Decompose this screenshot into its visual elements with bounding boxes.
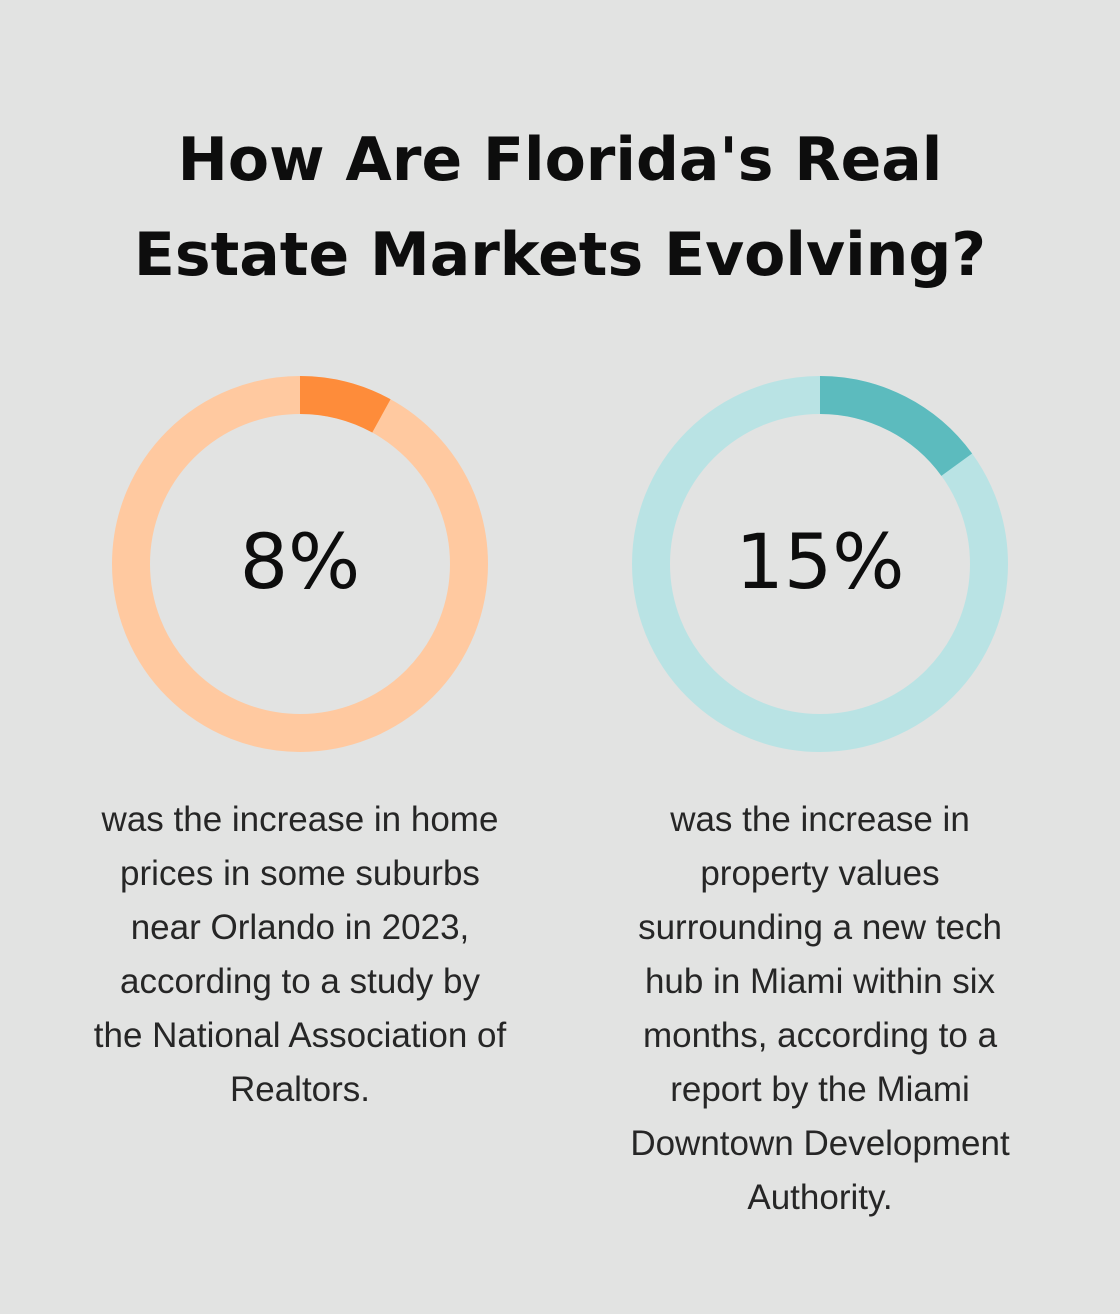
caption-line: the National Association of — [94, 1016, 507, 1055]
caption-line: was the increase in — [669, 800, 970, 839]
caption-line: report by the Miami — [670, 1070, 970, 1109]
title: How Are Florida's Real — [178, 125, 943, 195]
caption-line: surrounding a new tech — [638, 908, 1002, 947]
caption-line: according to a study by — [120, 962, 480, 1001]
caption-line: Realtors. — [230, 1070, 370, 1109]
caption-line: property values — [700, 854, 939, 893]
donut-arc — [299, 376, 391, 433]
caption-line: prices in some suburbs — [120, 854, 480, 893]
caption-line: Authority. — [747, 1178, 892, 1217]
title: Estate Markets Evolving? — [134, 220, 986, 290]
caption-line: hub in Miami within six — [645, 962, 996, 1001]
caption-line: Downtown Development — [630, 1124, 1010, 1163]
value-label: 15% — [736, 517, 905, 606]
caption-line: near Orlando in 2023, — [131, 908, 470, 947]
donut-arc — [819, 376, 973, 477]
caption-line: months, according to a — [643, 1016, 998, 1055]
value-label: 8% — [240, 517, 361, 606]
caption-line: was the increase in home — [101, 800, 499, 839]
